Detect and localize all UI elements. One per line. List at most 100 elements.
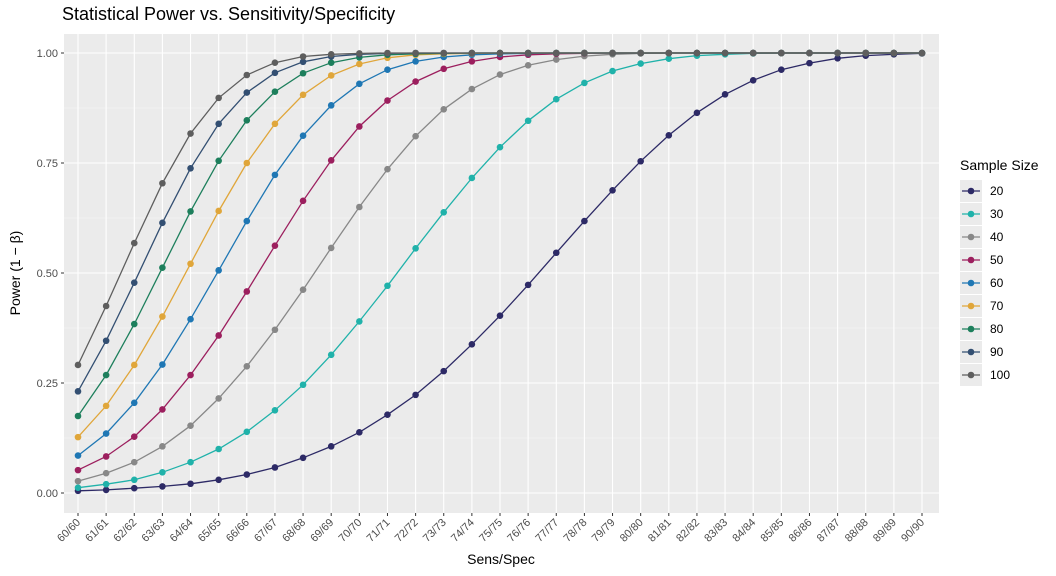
data-point — [102, 469, 110, 477]
data-point — [74, 388, 82, 395]
data-point — [271, 120, 279, 128]
legend-item: 80 — [960, 318, 1004, 340]
y-tick-label: 0.50 — [37, 268, 58, 280]
legend-label: 40 — [990, 230, 1004, 244]
data-point — [327, 244, 335, 252]
x-tick-label: 87/87 — [815, 517, 843, 545]
x-tick-label: 73/73 — [421, 517, 449, 545]
data-point — [299, 381, 307, 389]
x-tick-label: 85/85 — [759, 517, 787, 545]
data-point — [215, 207, 222, 215]
data-point — [356, 60, 363, 68]
data-point — [130, 399, 138, 407]
data-point — [74, 412, 82, 420]
legend-key-point — [967, 302, 975, 310]
data-point — [215, 395, 222, 402]
data-point — [271, 171, 279, 179]
x-tick-label: 81/81 — [646, 517, 674, 545]
data-point — [412, 58, 419, 65]
data-point — [862, 49, 870, 57]
data-point — [102, 302, 110, 310]
data-point — [271, 88, 279, 96]
data-point — [159, 264, 166, 272]
x-tick-label: 88/88 — [843, 517, 871, 545]
data-point — [327, 443, 335, 450]
y-tick-label: 0.00 — [37, 488, 58, 500]
data-point — [749, 49, 757, 57]
legend-key-point — [967, 371, 975, 379]
legend-item: 20 — [960, 180, 1004, 202]
data-point — [524, 62, 532, 69]
x-tick-label: 61/61 — [83, 517, 111, 545]
data-point — [609, 49, 616, 57]
x-tick-label: 84/84 — [730, 517, 758, 545]
data-point — [581, 79, 588, 87]
data-point — [243, 362, 251, 370]
data-point — [74, 361, 82, 369]
data-point — [130, 433, 138, 440]
data-point — [524, 281, 532, 289]
data-point — [665, 55, 673, 63]
x-tick-label: 78/78 — [562, 517, 590, 545]
data-point — [496, 49, 504, 57]
x-tick-label: 80/80 — [618, 517, 646, 545]
data-point — [412, 78, 419, 85]
data-point — [271, 59, 279, 66]
data-point — [356, 428, 363, 436]
x-tick-label: 65/65 — [196, 517, 224, 545]
legend-key-point — [967, 279, 975, 287]
data-point — [215, 267, 222, 274]
data-point — [468, 174, 476, 182]
data-point — [581, 217, 588, 225]
data-point — [356, 203, 363, 211]
data-point — [299, 58, 307, 66]
data-point — [468, 340, 476, 348]
data-point — [890, 49, 898, 57]
legend-item: 60 — [960, 272, 1004, 294]
x-tick-label: 67/67 — [252, 517, 280, 545]
data-point — [130, 239, 138, 247]
data-point — [187, 458, 194, 466]
data-point — [496, 312, 504, 319]
data-point — [187, 208, 194, 215]
data-point — [834, 49, 841, 57]
data-point — [299, 132, 307, 140]
data-point — [356, 80, 363, 88]
data-point — [299, 69, 307, 77]
data-point — [130, 279, 138, 286]
data-point — [271, 326, 279, 334]
data-point — [327, 72, 335, 79]
data-point — [524, 117, 532, 125]
data-point — [130, 476, 138, 484]
x-axis-title: Sens/Spec — [467, 551, 535, 567]
legend-key-point — [967, 233, 975, 241]
x-axis-ticks: 60/60 61/61 62/62 63/63 64/64 65/65 66/66 67/67… — [55, 513, 927, 545]
data-point — [384, 411, 391, 418]
data-point — [749, 76, 757, 84]
data-point — [159, 361, 166, 368]
data-point — [356, 318, 363, 325]
data-point — [299, 53, 307, 60]
legend-key-point — [967, 210, 975, 218]
data-point — [130, 320, 138, 328]
series-100 — [74, 49, 926, 369]
legend-item: 50 — [960, 249, 1004, 271]
data-point — [412, 132, 419, 140]
x-tick-label: 90/90 — [899, 517, 927, 545]
data-point — [187, 480, 194, 488]
data-point — [440, 367, 448, 375]
legend-key-point — [967, 187, 975, 195]
data-point — [159, 483, 166, 490]
data-point — [440, 208, 448, 216]
data-point — [665, 49, 673, 57]
data-point — [243, 288, 251, 295]
legend: Sample Size 20 30 40 50 60 70 80 90 100 — [960, 157, 1039, 386]
data-point — [215, 120, 222, 128]
x-tick-label: 66/66 — [224, 517, 252, 545]
x-tick-label: 89/89 — [871, 517, 899, 545]
data-point — [159, 406, 166, 413]
data-point — [327, 59, 335, 66]
data-point — [806, 59, 813, 67]
data-point — [215, 94, 222, 102]
data-point — [552, 249, 560, 257]
